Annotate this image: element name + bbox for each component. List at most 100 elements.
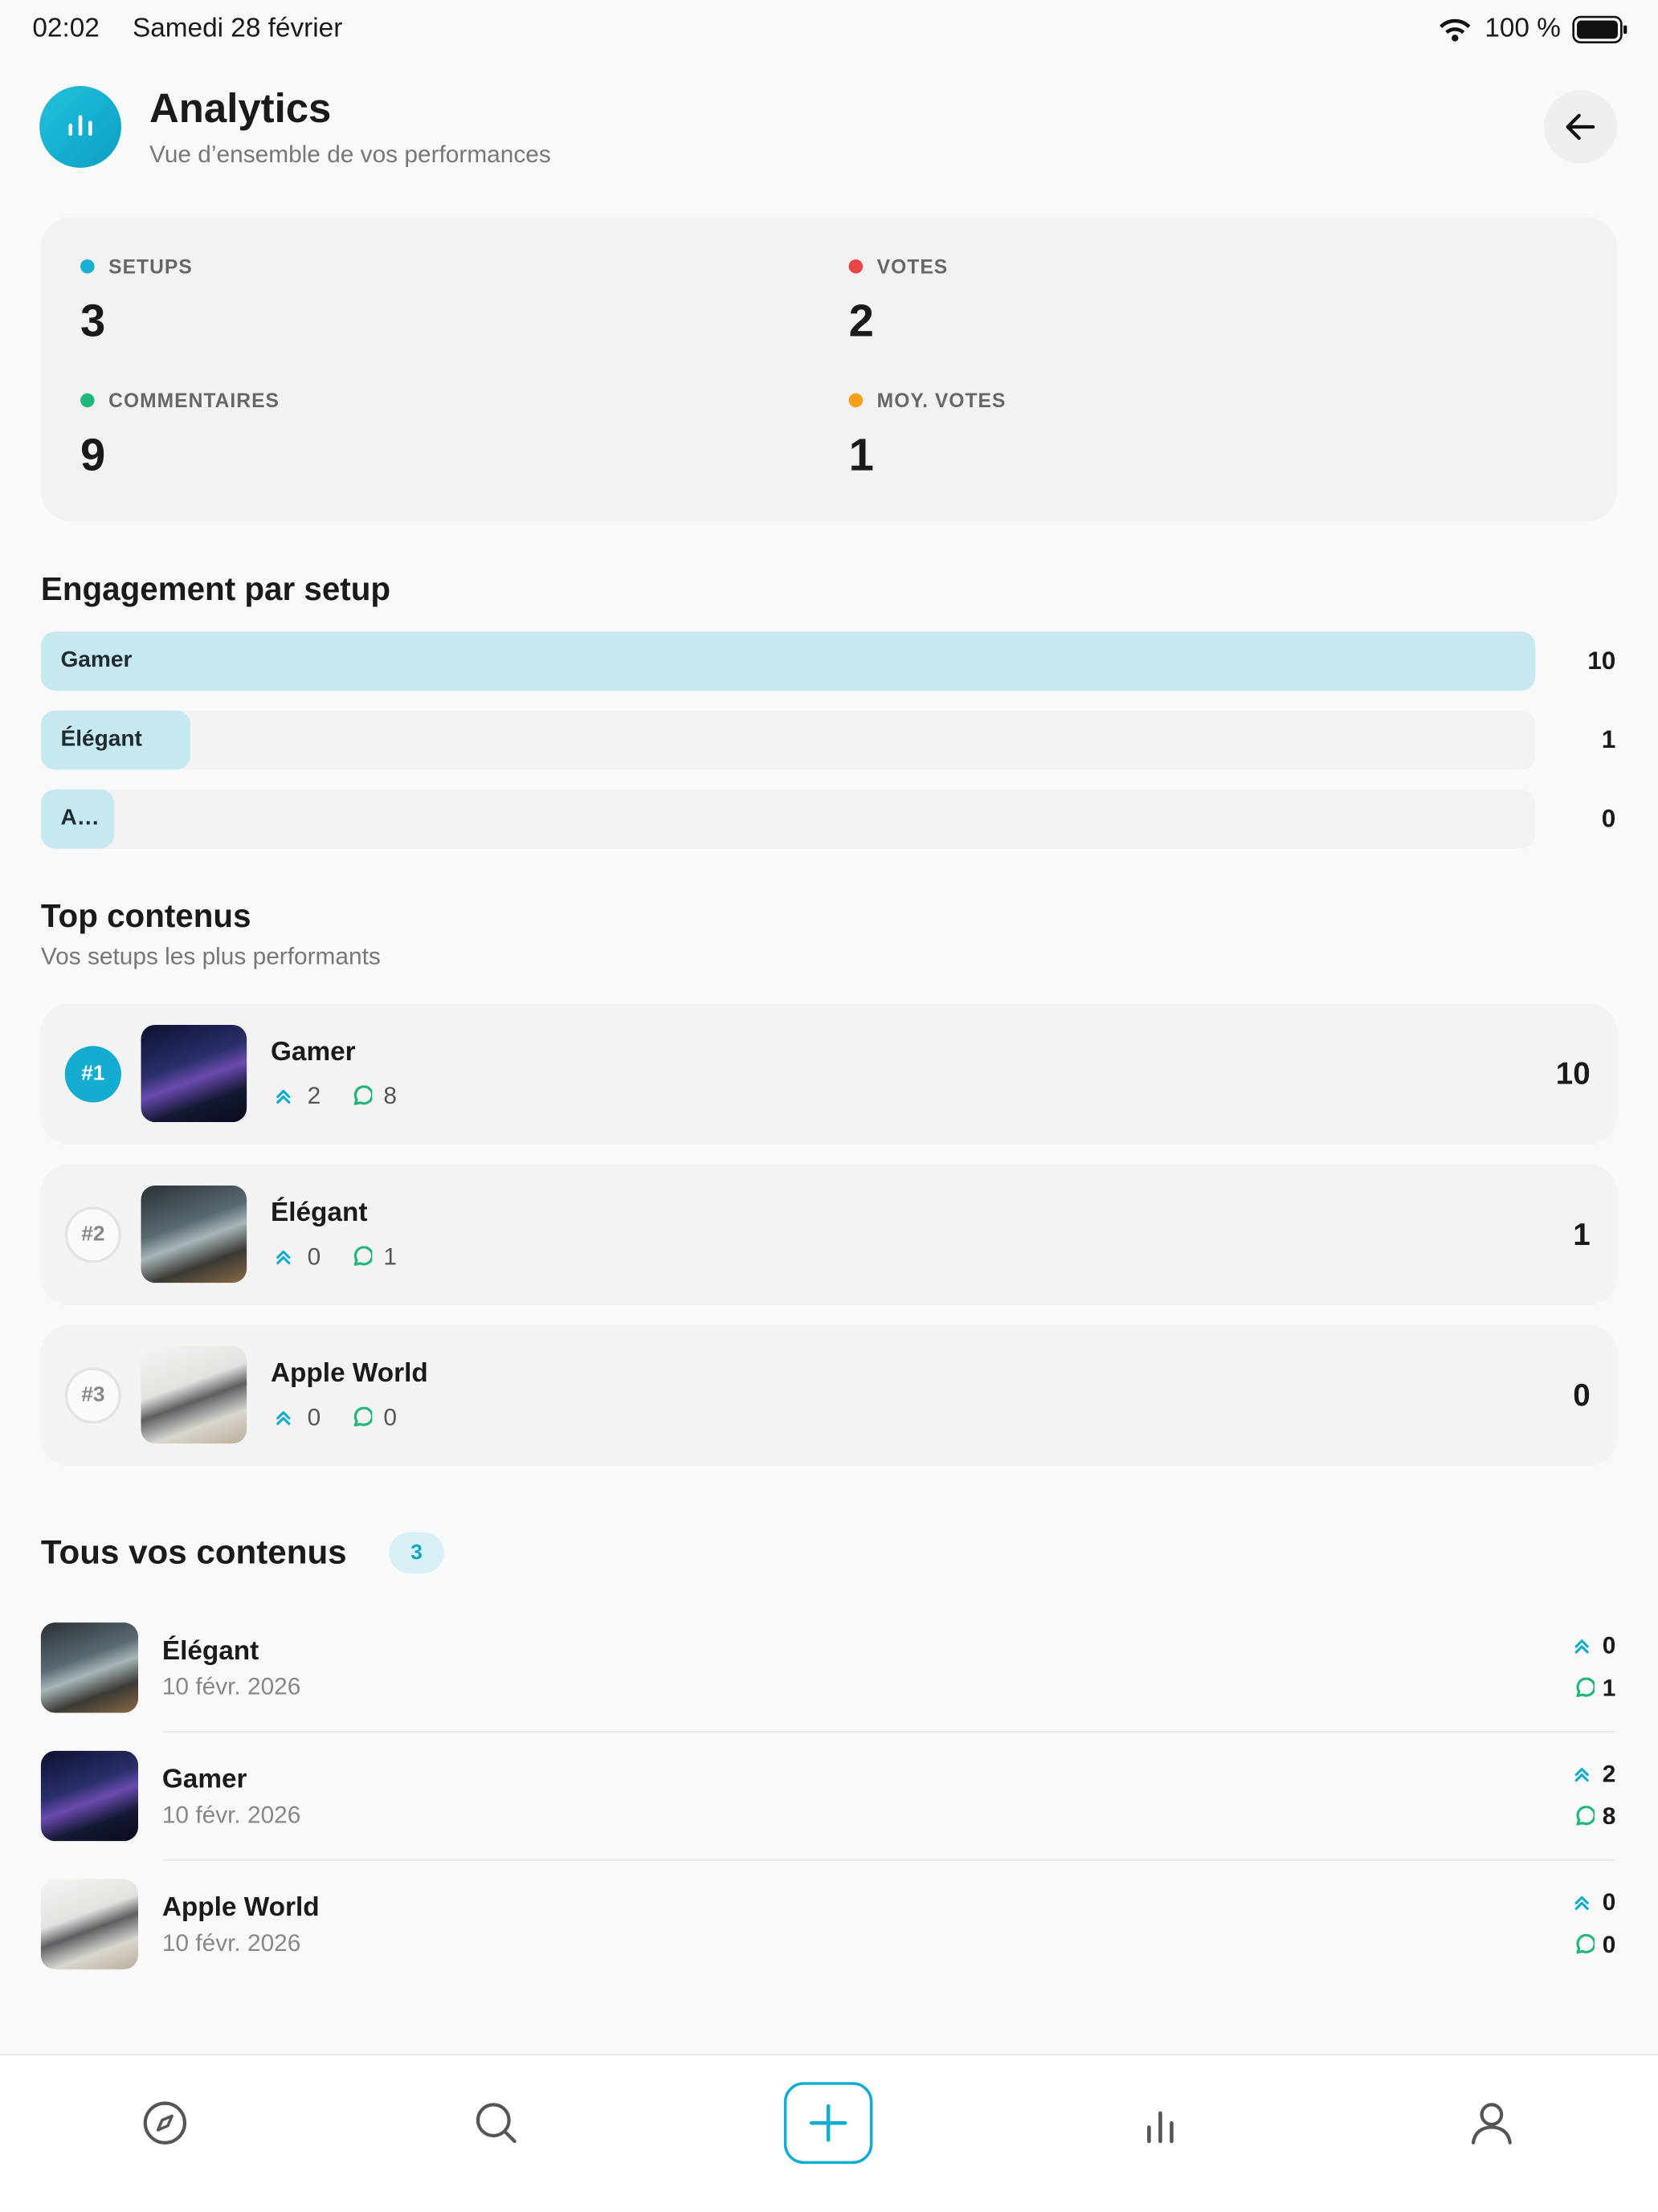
thumbnail [40,1750,138,1842]
top-score: 10 [1555,1055,1591,1092]
bar-track [40,789,1536,849]
stat-label: MOY. VOTES [876,389,1007,412]
rank-badge: #2 [64,1206,121,1263]
comment-icon [1572,1933,1596,1964]
bar-value: 1 [1601,724,1616,754]
vote-icon-glyph [276,1089,291,1104]
top-score: 1 [1573,1216,1591,1252]
content-votes: 0 [1602,1632,1616,1659]
page-title: Analytics [149,86,332,133]
top-name: Élégant [270,1198,368,1228]
battery-text: 100 % [1484,14,1561,44]
top-comments: 8 [383,1082,398,1110]
vote-icon [273,1407,296,1437]
top-score: 0 [1573,1377,1591,1413]
vote-icon-glyph [1574,1896,1589,1910]
stat-value: 9 [80,429,106,480]
thumbnail [141,1346,247,1444]
bar-label: A… [60,806,100,831]
comment-icon [349,1246,374,1276]
content-name: Apple World [161,1893,320,1923]
vote-icon-glyph [1574,1768,1589,1782]
thumbnail [40,1879,138,1969]
vote-icon-glyph [1574,1639,1589,1654]
content-date: 10 févr. 2026 [161,1929,301,1957]
content-comments: 0 [1602,1931,1616,1958]
top-card [40,1324,1618,1467]
stat-value: 2 [848,295,874,346]
bar [40,710,190,770]
plus-icon [809,2104,847,2142]
stat-dot [848,259,864,274]
stat-value: 1 [848,429,874,480]
thumbnail [40,1622,138,1713]
stat-dot [80,259,95,274]
comment-icon-glyph [1576,1806,1596,1826]
wifi-icon [1440,18,1471,42]
top-name: Apple World [270,1358,428,1389]
bar-label: Élégant [60,727,142,752]
content-name: Élégant [161,1636,259,1667]
top-comments: 1 [383,1243,398,1271]
count-badge: 3 [389,1532,444,1573]
bottom-nav [0,2054,1658,2212]
vote-icon [1572,1764,1595,1794]
comment-icon [1572,1677,1596,1708]
top-votes: 0 [307,1243,321,1271]
bar [40,789,115,849]
top-card [40,1164,1618,1306]
comment-icon [349,1406,374,1437]
stat-label: COMMENTAIRES [108,389,280,412]
content-votes: 2 [1602,1761,1616,1788]
bar-track [40,710,1536,770]
battery-icon [1572,15,1627,43]
content-date: 10 févr. 2026 [161,1802,301,1829]
separator [161,1731,1616,1733]
vote-icon [1572,1635,1595,1665]
stat-label: SETUPS [108,255,193,278]
nav-add[interactable] [783,2082,873,2165]
top-votes: 2 [307,1082,321,1110]
content-name: Gamer [161,1765,247,1795]
top-comments: 0 [383,1404,398,1431]
vote-icon-glyph [276,1250,291,1265]
content-date: 10 févr. 2026 [161,1673,301,1700]
section-subtitle: Vos setups les plus performants [40,943,381,970]
status-date: Samedi 28 février [132,14,343,44]
rank-badge: #1 [64,1046,121,1103]
rank-badge: #3 [64,1367,121,1424]
comment-icon [349,1085,374,1115]
status-time: 02:02 [32,14,100,44]
bar-label: Gamer [60,648,133,673]
nav-search[interactable] [472,2099,521,2147]
top-name: Gamer [270,1037,356,1067]
comment-icon-glyph [353,1246,374,1266]
comment-icon-glyph [1576,1677,1596,1697]
page-subtitle: Vue d’ensemble de vos performances [149,141,551,168]
vote-icon-glyph [276,1411,291,1426]
top-card [40,1003,1618,1145]
thumbnail [141,1024,247,1123]
nav-analytics[interactable] [1137,2099,1185,2147]
vote-icon [273,1247,296,1276]
stat-value: 3 [80,295,106,346]
back-button[interactable] [1543,90,1618,164]
separator [161,1859,1616,1861]
header-icon [39,86,121,168]
stat-label: VOTES [876,255,949,278]
content-votes: 0 [1602,1888,1616,1916]
top-votes: 0 [307,1404,321,1431]
comment-icon [1572,1806,1596,1835]
nav-profile[interactable] [1468,2099,1516,2147]
bar-value: 10 [1587,646,1616,675]
content-comments: 1 [1602,1675,1616,1702]
stat-dot [80,393,95,408]
section-title: Top contenus [40,897,251,934]
bar [40,631,1536,691]
vote-icon [273,1085,296,1115]
vote-icon [1572,1892,1595,1921]
section-title: Tous vos contenus [40,1533,347,1572]
comment-icon-glyph [1576,1933,1596,1954]
nav-explore[interactable] [141,2099,190,2147]
